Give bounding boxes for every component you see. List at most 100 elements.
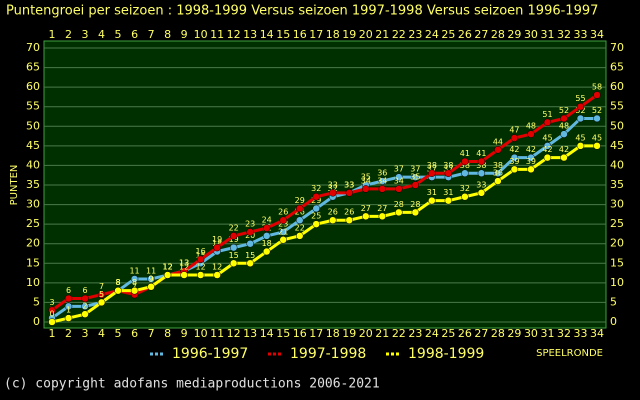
point <box>262 224 271 232</box>
point <box>295 216 304 224</box>
data-label: 8 <box>116 278 121 287</box>
data-label: 45 <box>592 133 602 142</box>
data-label: 41 <box>460 149 470 158</box>
x-top-tick-label: 31 <box>540 28 554 41</box>
x-tick-label: 23 <box>408 327 422 340</box>
legend-label: 1996-1997 <box>172 346 248 362</box>
data-label: 8 <box>132 278 137 287</box>
data-label: 9 <box>149 274 154 283</box>
x-tick-label: 18 <box>326 327 340 340</box>
y-tick-label: 25 <box>26 217 40 230</box>
data-label: 11 <box>129 266 139 275</box>
point <box>295 204 304 213</box>
data-label: 12 <box>163 263 173 272</box>
x-tick-label: 12 <box>227 327 241 340</box>
data-label: 22 <box>229 223 239 232</box>
y2-tick-label: 5 <box>610 295 617 308</box>
point <box>97 298 106 307</box>
point <box>329 216 337 224</box>
legend-label: 1998-1999 <box>408 346 484 362</box>
data-label: 47 <box>509 126 519 135</box>
point <box>378 177 387 185</box>
point <box>477 169 486 178</box>
x-top-tick-label: 11 <box>210 28 224 41</box>
series-line <box>51 93 598 312</box>
x-top-tick-label: 20 <box>359 28 373 41</box>
data-label: 18 <box>212 239 222 248</box>
x-tick-label: 10 <box>194 327 208 340</box>
data-label: 23 <box>245 219 255 228</box>
y2-tick-label: 20 <box>610 237 624 250</box>
x-tick-label: 16 <box>293 327 307 340</box>
data-label: 27 <box>361 204 371 213</box>
point <box>312 220 320 228</box>
point <box>130 286 139 295</box>
y2-tick-label: 40 <box>610 158 624 171</box>
point <box>494 146 502 154</box>
point <box>461 192 469 201</box>
point <box>64 294 73 303</box>
point <box>279 236 287 244</box>
point <box>560 114 568 123</box>
y-tick-label: 20 <box>26 237 40 250</box>
x-tick-label: 34 <box>590 327 604 340</box>
data-label: 18 <box>262 239 272 248</box>
y2-tick-label: 0 <box>610 315 617 328</box>
point <box>444 196 453 205</box>
point <box>114 286 122 295</box>
x-top-tick-label: 9 <box>181 28 188 41</box>
point <box>81 294 89 303</box>
data-label: 33 <box>476 180 486 189</box>
data-label: 25 <box>311 212 321 221</box>
point <box>97 290 106 299</box>
point <box>510 153 519 162</box>
x-tick-label: 4 <box>98 327 105 340</box>
y2-tick-label: 35 <box>610 178 624 191</box>
point <box>279 216 287 224</box>
data-label: 42 <box>559 145 569 154</box>
y-tick-label: 10 <box>26 276 40 289</box>
point <box>411 181 420 189</box>
data-label: 32 <box>311 184 321 193</box>
data-label: 39 <box>509 157 519 166</box>
x-tick-label: 27 <box>474 327 488 340</box>
x-top-tick-label: 15 <box>276 28 290 41</box>
x-top-tick-label: 18 <box>326 28 340 41</box>
data-label: 29 <box>295 196 305 205</box>
x-top-tick-label: 28 <box>491 28 505 41</box>
point <box>411 208 420 217</box>
data-label: 48 <box>526 122 536 131</box>
data-label: 31 <box>427 188 437 197</box>
x-tick-label: 22 <box>392 327 406 340</box>
y-tick-label: 45 <box>26 139 40 152</box>
data-label: 35 <box>410 173 420 182</box>
point <box>147 283 155 291</box>
data-label: 36 <box>377 169 387 178</box>
data-label: 7 <box>99 282 104 291</box>
point <box>576 142 585 150</box>
data-label: 42 <box>542 145 552 154</box>
x-top-tick-label: 16 <box>293 28 307 41</box>
point <box>378 212 387 221</box>
data-label: 12 <box>196 263 206 272</box>
data-label: 51 <box>542 110 552 119</box>
point <box>163 271 172 279</box>
y2-tick-label: 50 <box>610 119 624 132</box>
data-label: 6 <box>66 286 71 295</box>
point <box>246 228 254 236</box>
x-tick-label: 11 <box>210 327 224 340</box>
point <box>64 314 73 322</box>
x-tick-label: 30 <box>524 327 538 340</box>
data-label: 7 <box>132 282 137 291</box>
data-label: 9 <box>149 274 154 283</box>
x-top-tick-label: 22 <box>392 28 406 41</box>
y-tick-label: 70 <box>26 41 40 54</box>
data-label: 32 <box>328 184 338 193</box>
point <box>130 275 139 283</box>
data-label: 42 <box>509 145 519 154</box>
x-tick-label: 29 <box>507 327 521 340</box>
data-label: 55 <box>575 94 585 103</box>
data-label: 36 <box>493 169 503 178</box>
chart-title: Puntengroei per seizoen : 1998-1999 Vers… <box>6 4 598 19</box>
x-tick-label: 2 <box>65 327 72 340</box>
